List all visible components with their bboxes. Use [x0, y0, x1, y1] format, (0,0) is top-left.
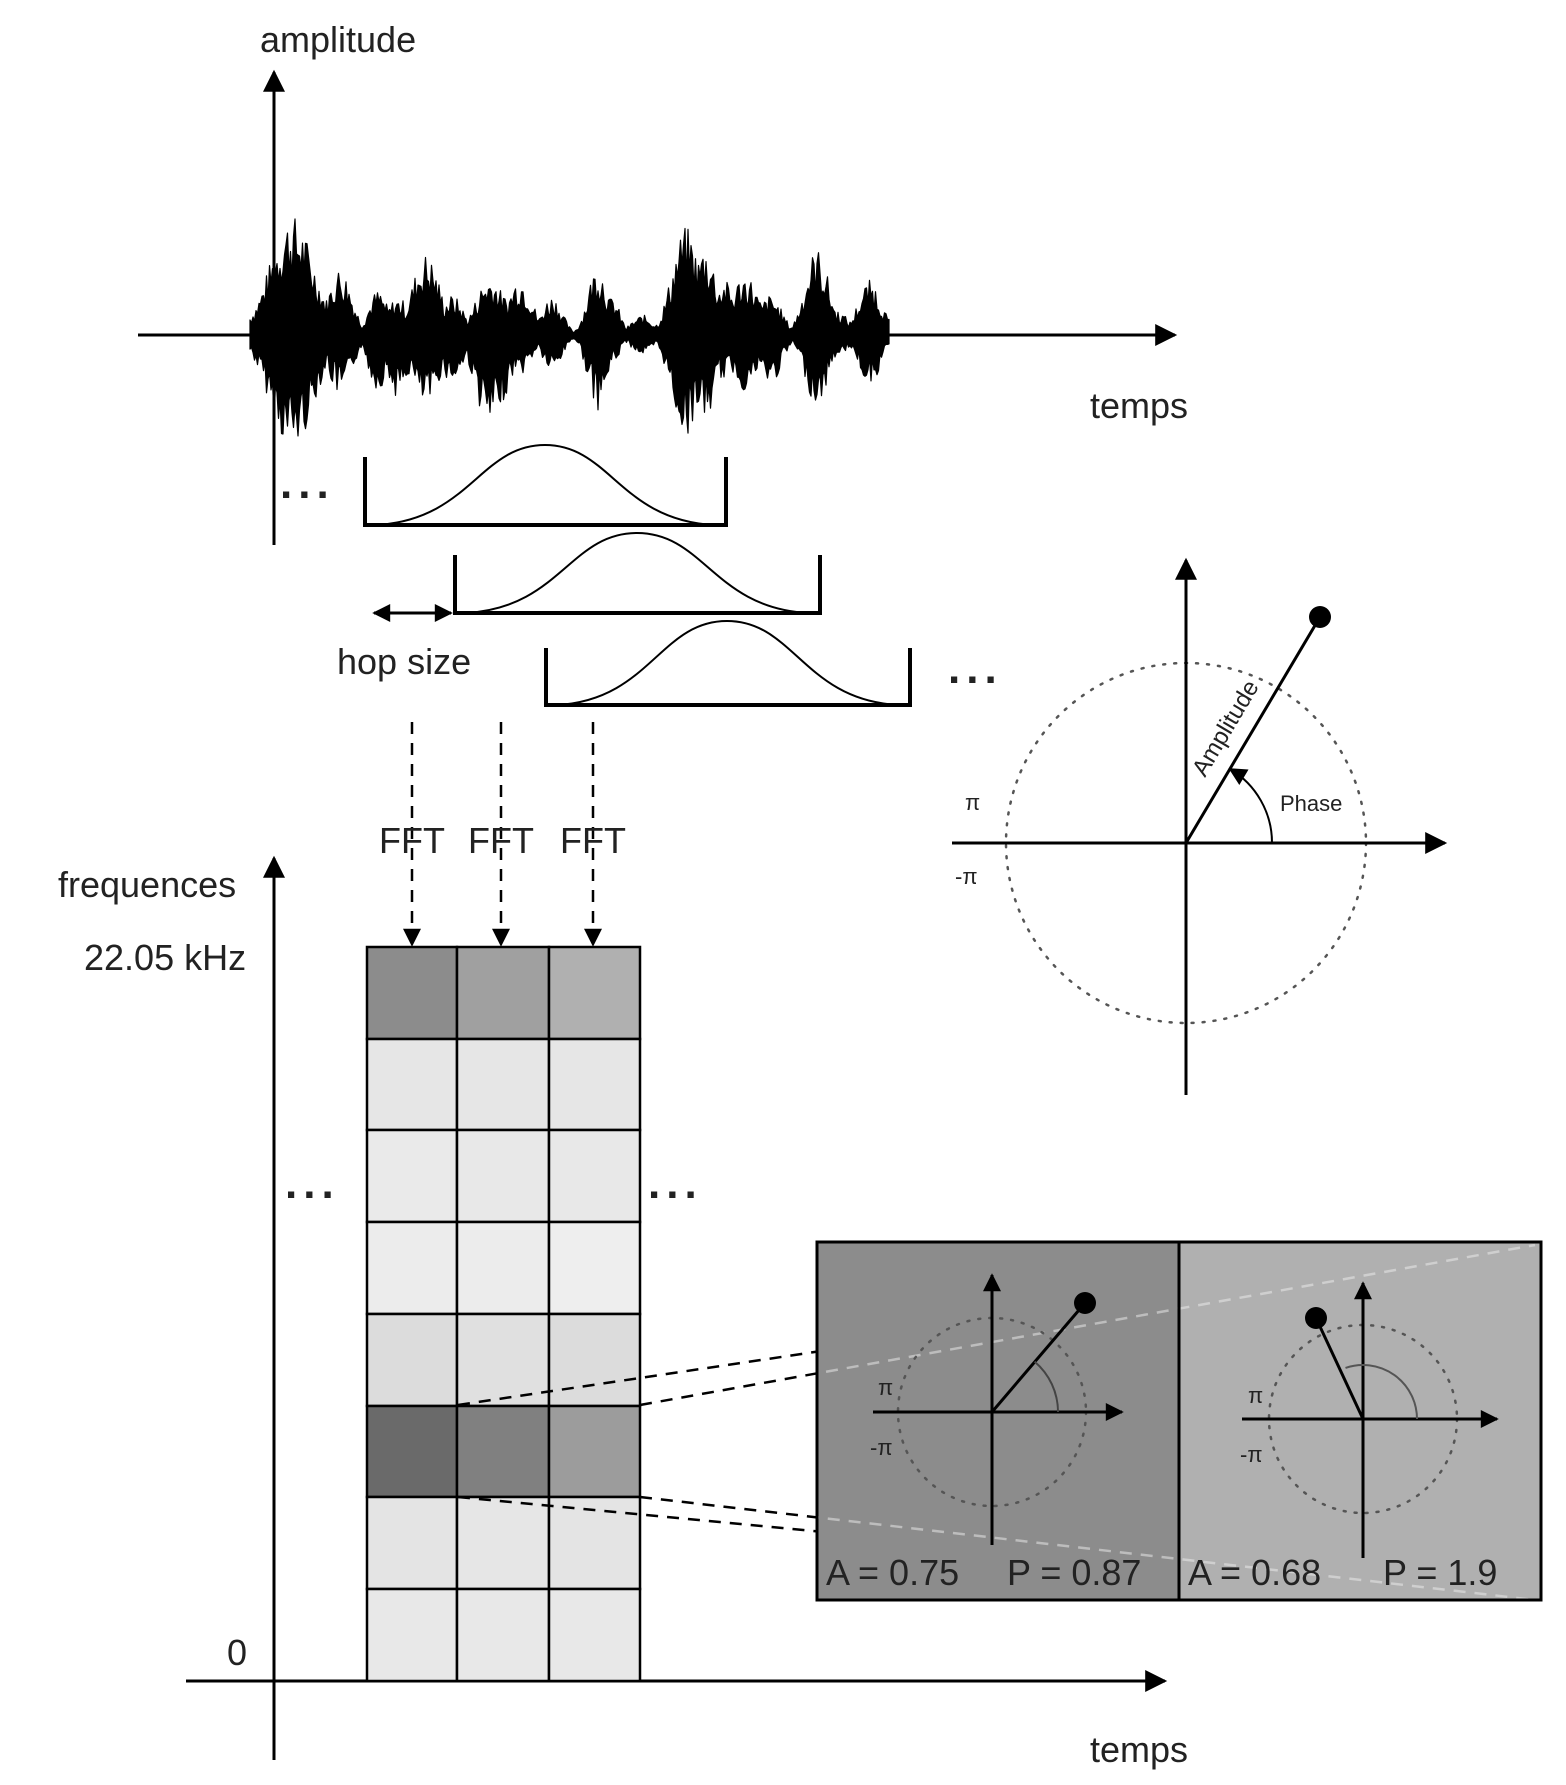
- zoom-panel-2-phase-arc: [1345, 1363, 1418, 1420]
- zoom-panel-2-amplitude-text: A = 0.68: [1188, 1552, 1321, 1593]
- zoom-panel-1-phase-text: P = 0.87: [1007, 1552, 1141, 1593]
- spectrogram-cell: [455, 1220, 551, 1316]
- spectrogram-cell: [455, 1404, 551, 1499]
- window-1: [363, 443, 728, 527]
- fft-label-1: FFT: [379, 820, 445, 861]
- zoom-panel-1-connectors: [817, 1307, 1179, 1561]
- spectrogram-cell: [547, 1587, 642, 1683]
- zoom-panel-1-neg-pi-label: -π: [870, 1435, 893, 1460]
- spectrogram-plot: frequences 22.05 kHz 0 temps ... ...: [58, 855, 1188, 1770]
- fft-label-2: FFT: [468, 820, 534, 861]
- fft-label-3: FFT: [560, 820, 626, 861]
- window-2: [453, 531, 822, 615]
- spectrogram-cell: [455, 945, 551, 1041]
- zoom-panel-1-polar: π -π A = 0.75 P = 0.87: [826, 1273, 1141, 1593]
- zoom-panel-2-connectors: [1179, 1243, 1536, 1600]
- spectrogram-x-label: temps: [1090, 1729, 1188, 1770]
- zoom-panel-2: [1179, 1242, 1541, 1600]
- window-1-curve: [375, 443, 715, 526]
- spectrogram-cell: [365, 945, 459, 1041]
- zoom-panel-2-vector: [1314, 1317, 1365, 1420]
- signal-plot: amplitude temps: [138, 19, 1188, 545]
- polar-phase-label: Phase: [1280, 791, 1342, 816]
- window-3: [544, 619, 912, 707]
- spectrogram-cell: [365, 1128, 459, 1224]
- zoom-panel-2-polar: π -π A = 0.68 P = 1.9: [1188, 1281, 1499, 1593]
- polar-neg-pi-label: -π: [955, 864, 978, 889]
- spectrogram-cell: [547, 1312, 642, 1408]
- window-3-curve: [556, 619, 899, 706]
- spectrogram-cell: [547, 1128, 642, 1224]
- spectrogram-ellipsis-right: ...: [648, 1159, 703, 1208]
- polar-pi-label: π: [965, 790, 980, 815]
- spectrogram-y-label: frequences: [58, 864, 236, 905]
- zoom-panel-1: [817, 1242, 1179, 1600]
- spectrogram-cell: [455, 1128, 551, 1224]
- polar-amplitude-vector: [1184, 616, 1322, 844]
- polar-vector-tip: [1309, 606, 1331, 628]
- zoom-panels: π -π A = 0.75 P = 0.87 π -π A = 0.68 P =…: [815, 1240, 1543, 1602]
- zoom-panel-2-phase-text: P = 1.9: [1383, 1552, 1497, 1593]
- spectrogram-y-max-label: 22.05 kHz: [84, 937, 246, 978]
- spectrogram-grid: [365, 945, 642, 1683]
- zoom-panel-1-pi-label: π: [878, 1375, 893, 1400]
- spectrogram-cell: [547, 1220, 642, 1316]
- zoom-panel-1-phase-arc: [1033, 1360, 1059, 1413]
- spectrogram-cell: [365, 1037, 459, 1132]
- fft-arrows: FFT FFT FFT: [379, 722, 626, 947]
- zoom-panel-2-vector-tip: [1305, 1307, 1327, 1329]
- spectrogram-cell: [455, 1037, 551, 1132]
- spectrogram-cell: [365, 1220, 459, 1316]
- zoom-panel-2-pi-label: π: [1248, 1383, 1263, 1408]
- spectrogram-ellipsis-left: ...: [285, 1159, 340, 1208]
- spectrogram-y-min-label: 0: [227, 1632, 247, 1673]
- windows-ellipsis-right: ...: [948, 644, 1003, 693]
- hop-size-label: hop size: [337, 641, 471, 682]
- signal-x-label: temps: [1090, 385, 1188, 426]
- spectrogram-cell: [365, 1587, 459, 1683]
- polar-phase-arc: [1228, 768, 1274, 844]
- zoom-panel-1-vector: [990, 1302, 1087, 1413]
- spectrogram-cell: [547, 945, 642, 1041]
- spectrogram-cell: [455, 1312, 551, 1408]
- zoom-panel-1-vector-tip: [1074, 1292, 1096, 1314]
- spectrogram-cell: [365, 1404, 459, 1499]
- spectrogram-cell: [547, 1037, 642, 1132]
- zoom-panel-1-amplitude-text: A = 0.75: [826, 1552, 959, 1593]
- analysis-windows: ... ... hop size: [280, 443, 1003, 707]
- spectrogram-cell: [365, 1312, 459, 1408]
- spectrogram-cell: [455, 1495, 551, 1591]
- audio-waveform: [249, 218, 890, 437]
- spectrogram-cell: [455, 1587, 551, 1683]
- spectrogram-cell: [547, 1404, 642, 1499]
- window-2-curve: [465, 531, 809, 614]
- signal-y-label: amplitude: [260, 19, 416, 60]
- zoom-panel-2-neg-pi-label: -π: [1240, 1442, 1263, 1467]
- polar-diagram: Amplitude Phase π -π: [952, 557, 1448, 1095]
- windows-ellipsis-left: ...: [280, 459, 335, 508]
- spectrogram-cell: [365, 1495, 459, 1591]
